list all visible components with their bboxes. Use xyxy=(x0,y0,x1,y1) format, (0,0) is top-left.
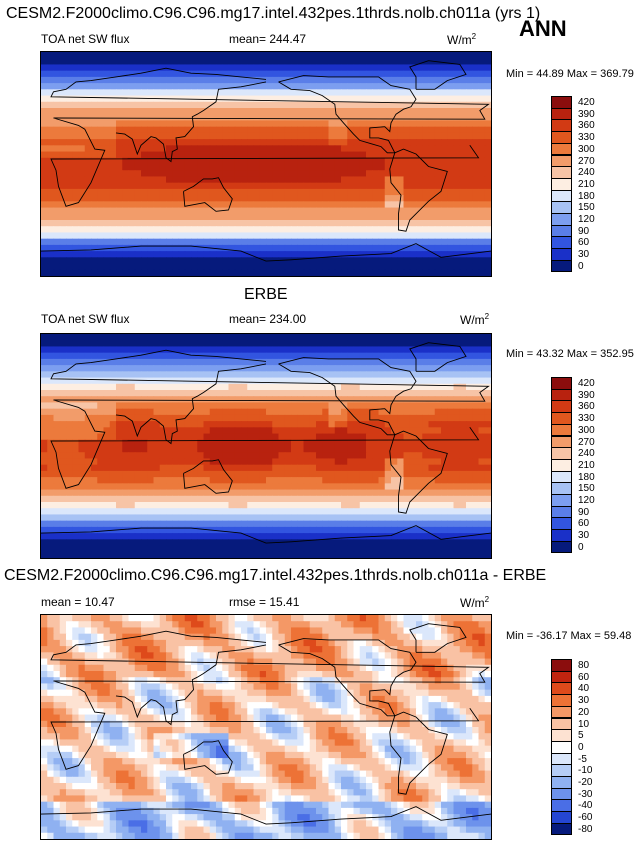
colorbar-tick-label: 30 xyxy=(578,530,590,542)
coastline xyxy=(409,342,467,372)
panel2-minmax-label: Min = 43.32 Max = 352.95 xyxy=(506,348,634,360)
colorbar-tick-label: 360 xyxy=(578,120,595,132)
colorbar-tick-label: 420 xyxy=(578,97,595,108)
panel3-map-svg xyxy=(41,615,491,839)
colorbar-tick-label: 90 xyxy=(578,506,590,518)
colorbar-tick-label: 270 xyxy=(578,436,595,448)
colorbar-tick-label: 150 xyxy=(578,202,595,214)
coastline xyxy=(41,525,491,544)
colorbar-tick-label: -40 xyxy=(578,800,593,812)
coastline xyxy=(115,81,267,163)
panel2-colorbar: 420 390 360 330 300 270 240 210 180 150 120 90 60 30 0 xyxy=(551,377,641,554)
colorbar-tick-label: 30 xyxy=(578,249,590,261)
coastline xyxy=(115,644,267,726)
colorbar-tick-label: 210 xyxy=(578,178,595,190)
colorbar-tick-label: 240 xyxy=(578,167,595,179)
coastline xyxy=(183,177,233,212)
colorbar-tick-label: 180 xyxy=(578,471,595,483)
colorbar-tick-label: 330 xyxy=(578,413,595,425)
colorbar-tick-label: -60 xyxy=(578,812,593,824)
colorbar-tick-label: 330 xyxy=(578,132,595,144)
panel1-units-label: W/m2 xyxy=(447,32,477,47)
coastline xyxy=(50,630,490,770)
colorbar-swatch xyxy=(551,540,572,554)
colorbar-swatch xyxy=(551,259,572,273)
panel1-map-svg xyxy=(41,52,491,276)
colorbar-tick-label: 60 xyxy=(578,518,590,530)
colorbar-tick-label: -10 xyxy=(578,765,593,777)
colorbar-tick-label: 300 xyxy=(578,424,595,436)
panel3-map xyxy=(40,614,492,840)
colorbar-tick-label: 390 xyxy=(578,389,595,401)
colorbar-tick-label: 20 xyxy=(578,706,590,718)
coastline xyxy=(389,711,448,795)
colorbar-tick-label: 60 xyxy=(578,671,590,683)
coastline xyxy=(50,67,490,207)
colorbar-tick-label: 390 xyxy=(578,108,595,120)
panel3-heading: CESM2.F2000climo.C96.C96.mg17.intel.432p… xyxy=(4,567,547,584)
coastline xyxy=(389,148,448,232)
colorbar-tick-label: 360 xyxy=(578,401,595,413)
coastline xyxy=(183,740,233,775)
colorbar-tick-label: 120 xyxy=(578,214,595,225)
coastline xyxy=(409,60,467,90)
coastline xyxy=(278,638,417,717)
panel1-colorbar: 420 390 360 330 300 270 240 210 180 150 120 90 60 30 0 xyxy=(551,96,641,273)
coastline-group xyxy=(41,623,491,825)
coastline xyxy=(389,430,448,514)
main-title: CESM2.F2000climo.C96.C96.mg17.intel.432p… xyxy=(6,5,541,22)
panel1-mean-label: mean= 244.47 xyxy=(229,32,307,46)
panel3-mean-label: mean = 10.47 xyxy=(41,595,115,609)
colorbar-tick-label: 270 xyxy=(578,155,595,167)
panel2-map-svg xyxy=(41,334,491,558)
coastline xyxy=(41,806,491,825)
panel3-units-label: W/m2 xyxy=(460,595,490,610)
coastline-group xyxy=(41,342,491,544)
colorbar-tick-label: 120 xyxy=(578,495,595,506)
colorbar-tick-label: -20 xyxy=(578,777,593,788)
colorbar-tick-label: 180 xyxy=(578,190,595,202)
colorbar-tick-label: 40 xyxy=(578,683,590,695)
colorbar-tick-label: 0 xyxy=(578,260,584,272)
coastline xyxy=(50,349,490,489)
coastline xyxy=(409,623,467,653)
colorbar-tick-label: 240 xyxy=(578,448,595,460)
coastline xyxy=(115,363,267,445)
colorbar-tick-label: -5 xyxy=(578,753,587,765)
colorbar-tick-label: 210 xyxy=(578,459,595,471)
coastline xyxy=(183,459,233,494)
panel2-map xyxy=(40,333,492,559)
colorbar-swatch xyxy=(551,822,572,836)
panel3-rmse-label: rmse = 15.41 xyxy=(229,595,300,609)
colorbar-tick-label: 60 xyxy=(578,237,590,249)
coastline xyxy=(278,75,417,154)
season-label: ANN xyxy=(519,16,567,41)
panel2-variable-label: TOA net SW flux xyxy=(41,312,130,326)
colorbar-tick-label: 10 xyxy=(578,718,590,730)
panel2-heading: ERBE xyxy=(244,286,288,303)
colorbar-tick-label: 90 xyxy=(578,225,590,237)
colorbar-tick-label: 30 xyxy=(578,695,590,707)
panel1-map xyxy=(40,51,492,277)
panel3-colorbar: 80 60 40 30 20 10 5 0 -5 -10 -20 -30 -40 -60 -80 xyxy=(551,659,641,836)
panel2-mean-label: mean= 234.00 xyxy=(229,312,307,326)
coastline xyxy=(41,243,491,262)
panel3-minmax-label: Min = -36.17 Max = 59.48 xyxy=(506,630,632,642)
colorbar-tick-label: 420 xyxy=(578,378,595,389)
colorbar-tick-label: 80 xyxy=(578,660,590,671)
panel1-variable-label: TOA net SW flux xyxy=(41,32,130,46)
colorbar-tick-label: 150 xyxy=(578,483,595,495)
colorbar-tick-label: 0 xyxy=(578,541,584,553)
colorbar-tick-label: -80 xyxy=(578,823,593,835)
coastline-group xyxy=(41,60,491,262)
colorbar-tick-label: 5 xyxy=(578,730,584,742)
panel1-minmax-label: Min = 44.89 Max = 369.79 xyxy=(506,68,634,80)
panel2-units-label: W/m2 xyxy=(460,312,490,327)
colorbar-tick-label: -30 xyxy=(578,788,593,800)
colorbar-tick-label: 300 xyxy=(578,143,595,155)
coastline xyxy=(278,357,417,436)
colorbar-tick-label: 0 xyxy=(578,741,584,753)
